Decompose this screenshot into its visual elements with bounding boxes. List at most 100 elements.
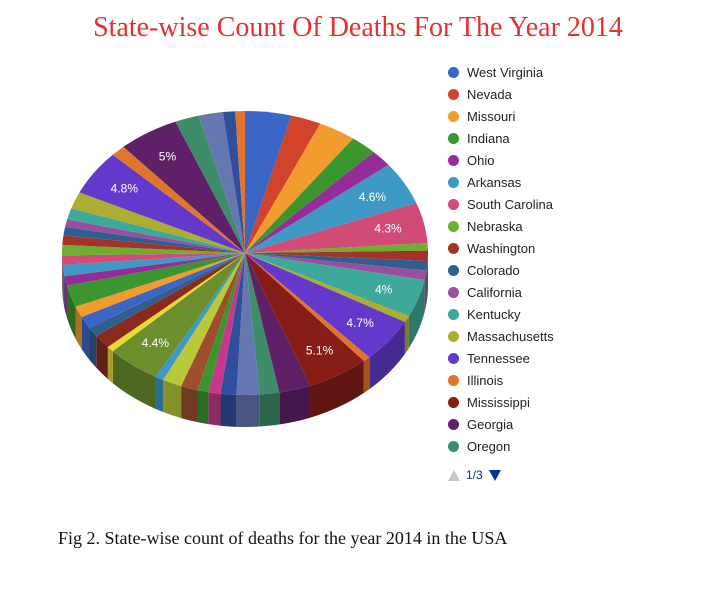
pie-slice[interactable] — [245, 123, 354, 253]
pie-slice[interactable] — [64, 253, 245, 286]
legend-swatch-icon — [448, 88, 459, 100]
pie-slice[interactable] — [245, 202, 428, 253]
legend-item[interactable]: Arkansas — [448, 171, 554, 193]
pie-slice[interactable] — [245, 138, 374, 253]
pie-slice[interactable] — [67, 208, 245, 253]
pie-slice[interactable] — [63, 226, 245, 253]
next-page-icon[interactable] — [488, 469, 501, 481]
pie-slice[interactable] — [112, 253, 245, 377]
legend-label: West Virginia — [467, 64, 544, 80]
legend-label: Nevada — [467, 86, 512, 102]
legend-item[interactable]: Ohio — [448, 149, 554, 171]
pie-slice[interactable] — [245, 253, 370, 362]
pie-slice-side — [236, 394, 260, 427]
legend-swatch-icon — [448, 396, 459, 408]
pie-slice[interactable] — [89, 253, 246, 336]
pie-slice[interactable] — [62, 253, 245, 277]
pie-slice-side — [75, 306, 82, 349]
pie-slice[interactable] — [66, 253, 246, 307]
legend-label: California — [467, 284, 522, 300]
pie-slice[interactable] — [245, 253, 428, 271]
legend-item[interactable]: Massachusetts — [448, 325, 554, 347]
pie-slice[interactable] — [245, 253, 364, 386]
pie-slice[interactable] — [245, 115, 321, 254]
pie-slice-side — [369, 322, 405, 390]
legend-label: Nebraska — [467, 218, 523, 234]
legend-item[interactable]: Washington — [448, 237, 554, 259]
legend-item[interactable]: South Carolina — [448, 193, 554, 215]
pie-slice[interactable] — [75, 253, 245, 317]
pie-slice[interactable] — [197, 253, 245, 393]
pie-slice[interactable] — [62, 253, 245, 265]
pie-slice[interactable] — [62, 235, 245, 253]
pie-slice[interactable] — [235, 111, 245, 253]
legend-swatch-icon — [448, 110, 459, 122]
legend-swatch-icon — [448, 264, 459, 276]
legend-item[interactable]: California — [448, 281, 554, 303]
pie-slice[interactable] — [245, 111, 292, 253]
pie-slice[interactable] — [220, 253, 245, 395]
legend-item[interactable]: Georgia — [448, 413, 554, 435]
pie-data-label: 4.7% — [346, 316, 374, 330]
legend-item[interactable]: West Virginia — [448, 61, 554, 83]
pie-slice[interactable] — [245, 253, 311, 393]
pie-slice[interactable] — [222, 111, 245, 253]
pie-slice[interactable] — [245, 250, 428, 262]
legend-item[interactable]: Mississippi — [448, 391, 554, 413]
pie-slice-side — [424, 270, 427, 313]
legend-item[interactable]: Tennessee — [448, 347, 554, 369]
legend-item[interactable]: Illinois — [448, 369, 554, 391]
pie-slice-side — [208, 392, 221, 426]
legend-item[interactable]: Missouri — [448, 105, 554, 127]
pie-slice[interactable] — [181, 253, 245, 391]
legend-item[interactable]: Oregon — [448, 435, 554, 457]
legend-swatch-icon — [448, 66, 459, 78]
pie-slice[interactable] — [79, 154, 245, 253]
pie-slice[interactable] — [96, 253, 245, 347]
pie-slice-side — [89, 327, 97, 368]
legend-label: Illinois — [467, 372, 504, 388]
pie-slice[interactable] — [71, 192, 245, 253]
legend-swatch-icon — [448, 198, 459, 210]
pie-slice[interactable] — [245, 242, 428, 253]
pie-slice-side — [62, 264, 65, 309]
pie-chart: 4.6% 4.3% 4% 4.7% 5.1% 4.4% 4.8% 5% — [61, 111, 428, 427]
pie-slice-side — [107, 346, 113, 384]
pie-slice[interactable] — [245, 253, 280, 395]
pie-slice[interactable] — [163, 253, 245, 387]
pie-slice[interactable] — [245, 164, 417, 253]
pie-slice-side — [64, 276, 67, 318]
pie-slice[interactable] — [123, 121, 245, 253]
pie-slice[interactable] — [245, 152, 389, 253]
legend-item[interactable]: Nevada — [448, 83, 554, 105]
pie-slice[interactable] — [208, 253, 245, 394]
pie-slice[interactable] — [245, 253, 427, 281]
legend-item[interactable]: Colorado — [448, 259, 554, 281]
pie-slice[interactable] — [245, 253, 405, 358]
legend-swatch-icon — [448, 440, 459, 452]
pie-data-label: 4.4% — [142, 336, 170, 350]
legend-item[interactable]: Nebraska — [448, 215, 554, 237]
pie-sides — [62, 253, 428, 427]
pie-slice[interactable] — [107, 253, 245, 352]
pie-slice-side — [279, 385, 311, 425]
pie-top — [61, 111, 428, 395]
pie-slice[interactable] — [61, 244, 245, 256]
previous-page-icon[interactable] — [448, 469, 460, 481]
pie-slice[interactable] — [236, 253, 260, 395]
pie-slice-side — [181, 386, 198, 423]
legend-label: Ohio — [467, 152, 495, 168]
pie-slice[interactable] — [245, 253, 425, 317]
pie-slice[interactable] — [112, 146, 245, 253]
legend-item[interactable]: Kentucky — [448, 303, 554, 325]
pie-slice[interactable] — [245, 253, 409, 323]
pie-slice[interactable] — [81, 253, 245, 328]
pie-slice-side — [408, 280, 425, 349]
figure-caption: Fig 2. State-wise count of deaths for th… — [58, 528, 508, 548]
pie-slice-side — [363, 357, 370, 394]
pie-slice[interactable] — [198, 112, 245, 254]
pie-slice[interactable] — [155, 253, 245, 380]
legend-item[interactable]: Indiana — [448, 127, 554, 149]
pie-slice[interactable] — [175, 115, 245, 254]
pie-slice[interactable] — [65, 219, 245, 253]
